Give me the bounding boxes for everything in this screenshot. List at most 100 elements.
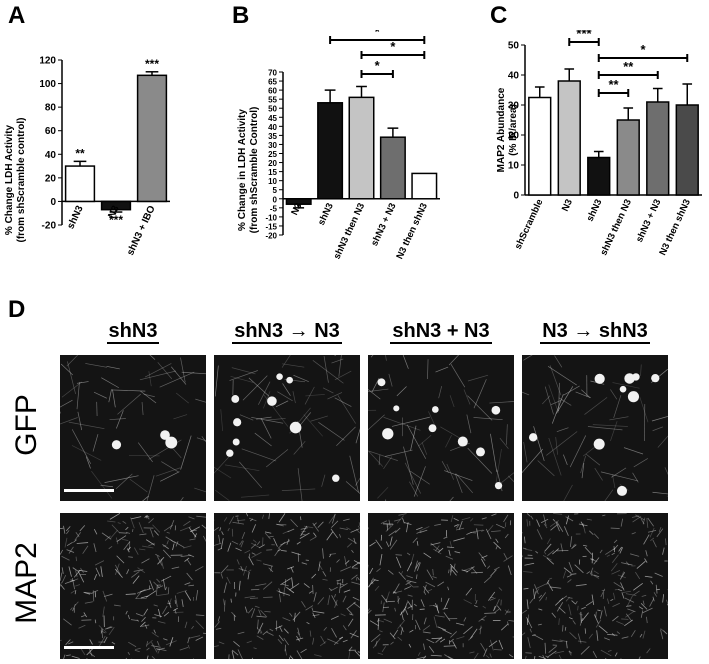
neurite	[428, 411, 436, 427]
neurite	[159, 371, 195, 388]
neurite	[529, 628, 532, 633]
neurite	[309, 536, 317, 541]
neurite	[180, 435, 192, 470]
neurite	[190, 529, 197, 532]
neurite	[218, 641, 225, 645]
neurite	[127, 651, 131, 655]
neurite	[110, 529, 118, 539]
neurite	[172, 543, 175, 551]
neurite	[254, 605, 260, 609]
neurite	[538, 655, 546, 659]
neurite	[503, 552, 508, 560]
y-tick-label: 25	[268, 150, 277, 159]
scale-bar-map2	[64, 646, 114, 649]
neurite	[353, 602, 360, 609]
neurite	[237, 649, 243, 659]
neurite	[305, 394, 325, 397]
neurite	[392, 590, 403, 594]
neurite	[402, 355, 409, 369]
neurite	[463, 389, 471, 405]
scale-bar-gfp	[64, 489, 114, 492]
neurite	[269, 628, 274, 632]
neurite	[311, 573, 317, 579]
neurite	[151, 656, 156, 659]
bar	[528, 96, 552, 196]
neurite	[555, 597, 564, 606]
neurite	[582, 523, 586, 534]
neurite	[614, 652, 618, 657]
neurite	[371, 378, 380, 393]
neurite	[157, 620, 166, 624]
neurite	[495, 449, 502, 486]
neurite	[611, 467, 627, 478]
neurite	[568, 651, 572, 656]
neurite	[455, 622, 465, 626]
neurite	[433, 616, 438, 628]
neurite	[503, 514, 509, 523]
neurite	[549, 520, 559, 527]
y-tick-label: 80	[45, 103, 57, 114]
neurite	[268, 535, 274, 538]
category-label: shN3 + IBO	[125, 204, 158, 257]
neurite	[427, 588, 433, 592]
cell-body	[233, 418, 242, 427]
neurite	[357, 525, 360, 530]
neurite	[293, 374, 309, 383]
neurite	[373, 579, 379, 582]
neurite	[67, 361, 76, 395]
neurite	[84, 601, 93, 604]
neurite	[660, 629, 664, 640]
neurite	[247, 571, 250, 580]
neurite	[404, 462, 422, 494]
neurite	[423, 552, 432, 559]
neurite	[662, 547, 665, 555]
micrograph-texture	[214, 513, 360, 659]
neurite	[170, 366, 187, 385]
neurite	[451, 569, 457, 576]
neurite	[549, 586, 562, 589]
neurite	[560, 543, 564, 552]
ylabel-a-line2: (from shScramble control)	[16, 117, 27, 242]
neurite	[432, 568, 434, 576]
neurite	[175, 541, 179, 547]
neurite	[485, 654, 490, 659]
neurite	[344, 560, 350, 565]
neurite	[406, 522, 409, 533]
neurite	[282, 383, 291, 396]
neurite	[63, 618, 72, 626]
neurite	[240, 540, 244, 548]
neurite	[289, 612, 293, 617]
neurite	[612, 602, 620, 608]
column-header-shn3: shN3	[106, 320, 160, 344]
neurite	[662, 594, 665, 603]
y-tick-label: 65	[268, 78, 277, 87]
neurite	[415, 574, 418, 580]
neurite	[331, 628, 337, 638]
neurite	[314, 654, 322, 657]
cell-body	[382, 428, 394, 440]
neurite	[621, 590, 631, 594]
neurite	[163, 544, 167, 547]
bar	[646, 101, 670, 196]
y-tick-label: 20	[508, 131, 520, 142]
neurite	[327, 638, 339, 644]
neurite	[475, 600, 478, 605]
neurite	[472, 529, 484, 533]
bracket-label: ***	[576, 30, 592, 41]
neurite	[351, 574, 358, 580]
neurite	[351, 581, 360, 585]
neurite	[83, 591, 91, 595]
micrograph-gfp-shn3-plus-n3	[368, 355, 514, 501]
neurite	[145, 515, 150, 520]
neurite	[346, 542, 352, 548]
neurite	[647, 530, 657, 533]
y-tick-label: 40	[508, 71, 520, 82]
neurite	[188, 635, 201, 639]
neurite	[76, 382, 80, 410]
neurite	[432, 576, 437, 579]
neurite	[275, 625, 283, 630]
neurite	[616, 631, 620, 635]
neurite	[163, 611, 170, 617]
cell-body	[267, 396, 277, 406]
neurite	[139, 533, 147, 536]
